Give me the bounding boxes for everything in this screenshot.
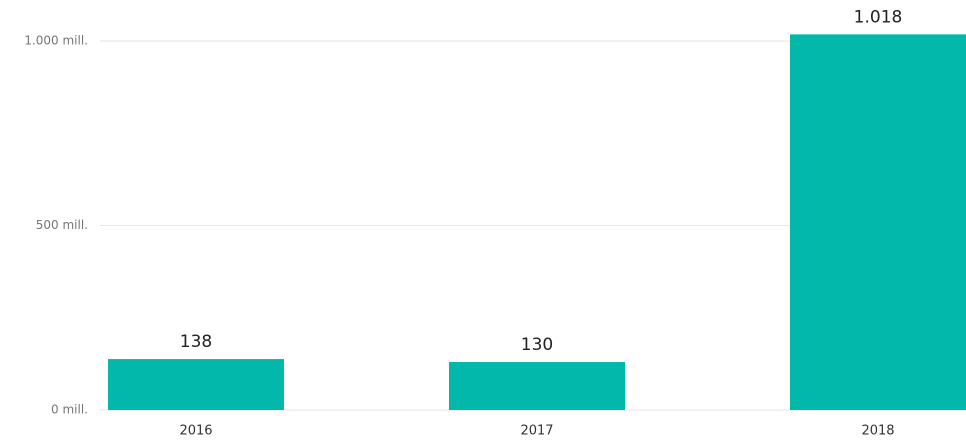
value-label: 130 [521,335,553,355]
bar [790,34,966,410]
y-tick-label: 1.000 mill. [24,34,88,48]
x-tick-label: 2017 [520,424,553,439]
y-tick-label: 0 mill. [51,403,88,417]
value-label: 1.018 [854,7,903,27]
value-label: 138 [180,332,212,352]
x-tick-label: 2016 [179,424,212,439]
bar [108,359,284,410]
bar [449,362,625,410]
x-tick-label: 2018 [861,424,894,439]
y-tick-label: 500 mill. [36,218,88,232]
